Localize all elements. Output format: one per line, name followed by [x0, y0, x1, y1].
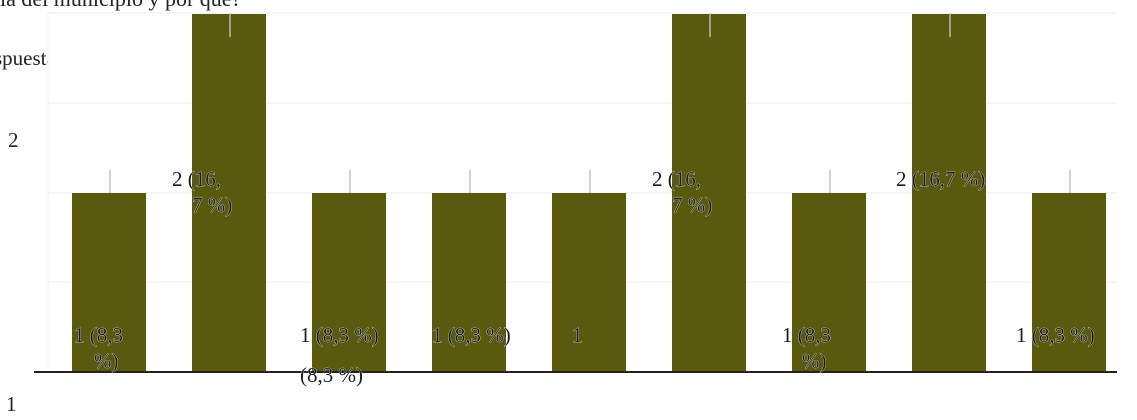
- bar-8: [912, 14, 986, 372]
- data-label-3: 1 (8,3 %): [300, 323, 379, 347]
- bar-5: [552, 193, 626, 372]
- y-tick-label-2: 2: [8, 128, 19, 152]
- data-label-1: 1 (8,3%): [74, 323, 123, 373]
- data-label-2: 2 (16, 7 %): [172, 167, 232, 217]
- chart-title: ia del municipio y por qué?: [0, 0, 241, 12]
- bar-3: [312, 193, 386, 372]
- data-label-extra-1: (8,3 %): [300, 363, 363, 387]
- bar-7: [792, 193, 866, 372]
- bar-6: [672, 14, 746, 372]
- data-label-8: 2 (16,7 %): [896, 167, 985, 191]
- bar-1: [72, 193, 146, 372]
- bar-2: [192, 14, 266, 372]
- data-label-9: 1 (8,3 %): [1016, 323, 1095, 347]
- data-label-5: 1: [572, 323, 583, 347]
- bar-4: [432, 193, 506, 372]
- y-tick-label-1: 1: [6, 392, 17, 416]
- data-label-7: 1 (8,3%): [782, 323, 831, 373]
- data-label-6: 2 (16, 7 %): [652, 167, 712, 217]
- bar-9: [1032, 193, 1106, 372]
- data-label-4: 1 (8,3 %): [432, 323, 511, 347]
